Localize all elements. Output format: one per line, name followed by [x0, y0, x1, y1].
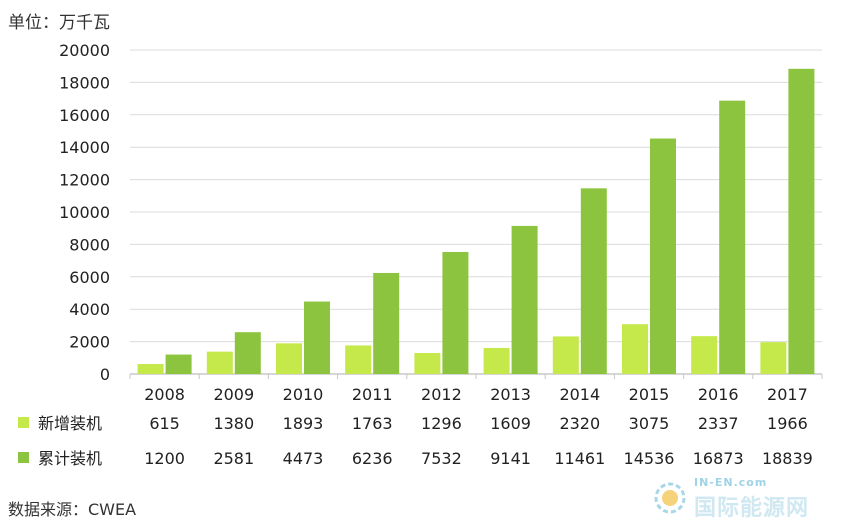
x-axis-ticks: 2008 2009 2010 2011 2012 2013 2014 2015 2016 2017 [129, 374, 823, 404]
bar-new [345, 345, 372, 374]
x-tick-label: 2009 [213, 385, 254, 404]
data-label: 14536 [624, 449, 675, 468]
watermark-name: 国际能源网 [694, 496, 810, 521]
x-tick-label: 2010 [283, 385, 324, 404]
bar-new [760, 342, 787, 374]
x-tick-label: 2011 [352, 385, 393, 404]
x-tick-label: 2013 [490, 385, 531, 404]
legend-swatch [18, 417, 29, 428]
legend-swatch [18, 452, 29, 463]
x-tick-label: 2012 [421, 385, 462, 404]
bar-cumulative [580, 188, 607, 374]
bar-cumulative [165, 354, 192, 374]
data-label: 11461 [554, 449, 605, 468]
data-label: 1200 [144, 449, 185, 468]
y-tick-label: 2000 [69, 333, 110, 352]
y-tick-label: 16000 [59, 106, 110, 125]
bar-cumulative [788, 68, 815, 374]
bar-new [137, 364, 164, 374]
source-label: 数据来源：CWEA [8, 500, 137, 519]
data-label: 2581 [213, 449, 254, 468]
data-label: 1763 [352, 414, 393, 433]
watermark-logo: IN-EN.com 国际能源网 [650, 474, 840, 521]
x-tick-label: 2016 [698, 385, 739, 404]
x-tick-label: 2014 [559, 385, 600, 404]
y-tick-label: 20000 [59, 41, 110, 60]
data-label: 1380 [213, 414, 254, 433]
y-tick-label: 12000 [59, 171, 110, 190]
watermark-domain: IN-EN.com [694, 476, 768, 489]
data-label: 3075 [629, 414, 670, 433]
bar-chart: 0 2000 4000 6000 8000 10000 12000 14000 16000 180… [18, 41, 823, 468]
bars [137, 68, 815, 374]
data-table: 新增装机 615 1380 1893 1763 1296 1609 2320 3075 2337 1… [18, 414, 813, 468]
bar-new [276, 343, 302, 374]
y-axis-ticks: 0 2000 4000 6000 8000 10000 12000 14000 16000 180… [59, 41, 110, 384]
x-tick-label: 2008 [144, 385, 185, 404]
bar-cumulative [650, 138, 676, 374]
bar-new [552, 336, 579, 374]
bar-new [414, 353, 441, 374]
y-tick-label: 4000 [69, 300, 110, 319]
bar-cumulative [511, 225, 538, 374]
y-tick-label: 10000 [59, 203, 110, 222]
y-tick-label: 14000 [59, 138, 110, 157]
unit-label: 单位：万千瓦 [8, 13, 110, 33]
bar-new [622, 324, 648, 374]
x-tick-label: 2015 [629, 385, 670, 404]
y-tick-label: 8000 [69, 235, 110, 254]
bar-cumulative [442, 251, 469, 374]
data-label: 615 [149, 414, 180, 433]
bar-cumulative [234, 332, 261, 374]
data-label: 9141 [490, 449, 531, 468]
bar-new [206, 351, 233, 374]
data-label: 18839 [762, 449, 813, 468]
data-label: 4473 [283, 449, 324, 468]
bar-new [483, 347, 510, 374]
sun-logo-icon [654, 482, 686, 514]
legend-label: 新增装机 [38, 414, 102, 433]
data-label: 2320 [559, 414, 600, 433]
bar-cumulative [304, 301, 330, 374]
legend-label: 累计装机 [38, 449, 102, 468]
data-label: 1893 [283, 414, 324, 433]
y-tick-label: 6000 [69, 268, 110, 287]
data-label: 1966 [767, 414, 808, 433]
data-label: 1296 [421, 414, 462, 433]
x-tick-label: 2017 [767, 385, 808, 404]
data-label: 6236 [352, 449, 393, 468]
data-label: 7532 [421, 449, 462, 468]
y-tick-label: 0 [100, 365, 110, 384]
data-label: 1609 [490, 414, 531, 433]
bar-new [691, 336, 718, 374]
bar-cumulative [719, 100, 746, 374]
y-tick-label: 18000 [59, 73, 110, 92]
data-label: 2337 [698, 414, 739, 433]
bar-cumulative [373, 272, 400, 374]
data-label: 16873 [693, 449, 744, 468]
gridlines [130, 49, 822, 375]
